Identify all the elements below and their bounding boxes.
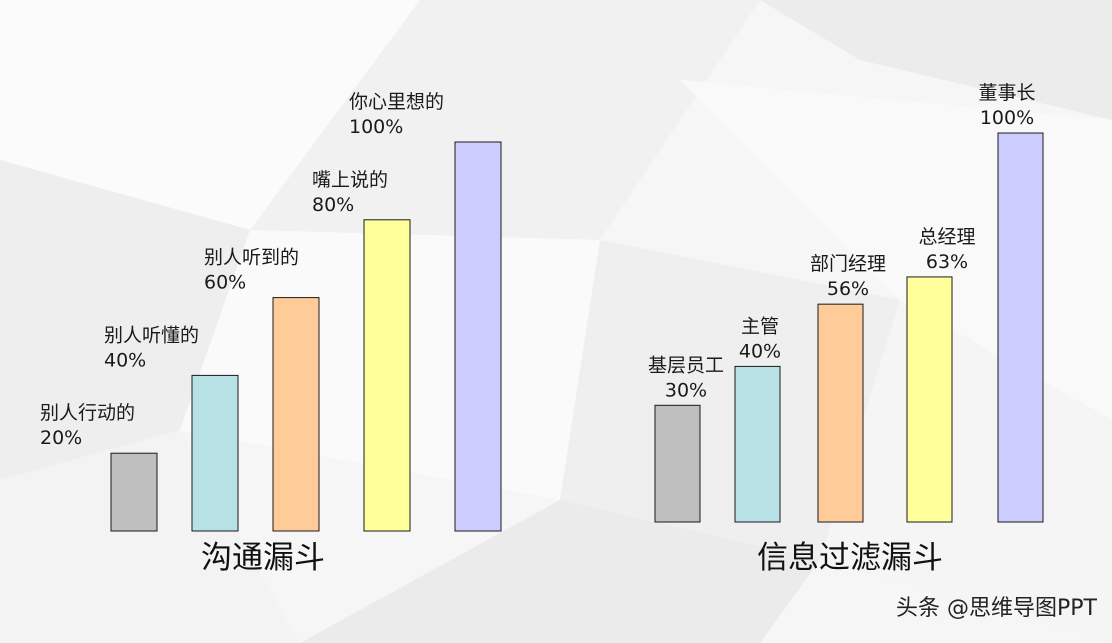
chart-title-info-filter-funnel: 信息过滤漏斗 bbox=[757, 540, 943, 576]
category-label-2-1: 基层员工 bbox=[648, 354, 724, 376]
category-label-1-4: 嘴上说的 bbox=[312, 169, 388, 191]
category-label-2-5: 董事长 bbox=[978, 82, 1035, 104]
category-label-1-1: 别人行动的 bbox=[40, 402, 135, 424]
value-label-1-4: 80% bbox=[312, 194, 354, 216]
bar-2-4 bbox=[906, 276, 953, 523]
info-filter-funnel-chart: 信息过滤漏斗 基层员工 30% 主管 40% 部门经理 56% 总经理 63% 董事长 100% bbox=[648, 82, 1044, 576]
bar-1-2 bbox=[191, 374, 239, 532]
chart-title-communication-funnel: 沟通漏斗 bbox=[201, 540, 325, 576]
bar-1-4 bbox=[363, 219, 411, 532]
bar-1-3 bbox=[272, 297, 320, 532]
bar-1-1 bbox=[110, 452, 158, 532]
category-label-2-4: 总经理 bbox=[918, 226, 975, 248]
value-label-2-4: 63% bbox=[926, 251, 968, 273]
value-label-2-2: 40% bbox=[739, 340, 781, 362]
communication-funnel-chart: 沟通漏斗 别人行动的 20% 别人听懂的 40% 别人听到的 60% 嘴上说的 80% 你心里想… bbox=[40, 91, 502, 576]
bar-2-2 bbox=[734, 365, 781, 523]
category-label-2-3: 部门经理 bbox=[810, 253, 886, 275]
bar-1-5 bbox=[454, 141, 502, 532]
bar-2-3 bbox=[817, 303, 864, 523]
value-label-1-5: 100% bbox=[349, 116, 403, 138]
bar-2-1 bbox=[654, 404, 701, 523]
category-label-2-2: 主管 bbox=[741, 315, 779, 337]
category-label-1-3: 别人听到的 bbox=[204, 247, 299, 269]
category-label-1-2: 别人听懂的 bbox=[104, 324, 199, 346]
value-label-1-2: 40% bbox=[104, 349, 146, 371]
value-label-2-3: 56% bbox=[827, 278, 869, 300]
category-label-1-5: 你心里想的 bbox=[349, 91, 444, 113]
watermark: 头条 @思维导图PPT bbox=[896, 596, 1098, 621]
bar-2-5 bbox=[997, 132, 1044, 523]
value-label-1-1: 20% bbox=[40, 427, 82, 449]
value-label-2-1: 30% bbox=[665, 379, 707, 401]
value-label-2-5: 100% bbox=[980, 107, 1034, 129]
value-label-1-3: 60% bbox=[204, 272, 246, 294]
